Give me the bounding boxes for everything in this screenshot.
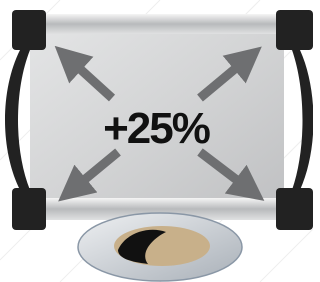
page: {"badge": {"text": "+25%"}}: [0, 0, 313, 282]
top-rail: [28, 14, 286, 34]
product-image: +25%: [0, 0, 313, 282]
badge-text: +25%: [103, 104, 210, 153]
disc-inset: [78, 213, 242, 281]
